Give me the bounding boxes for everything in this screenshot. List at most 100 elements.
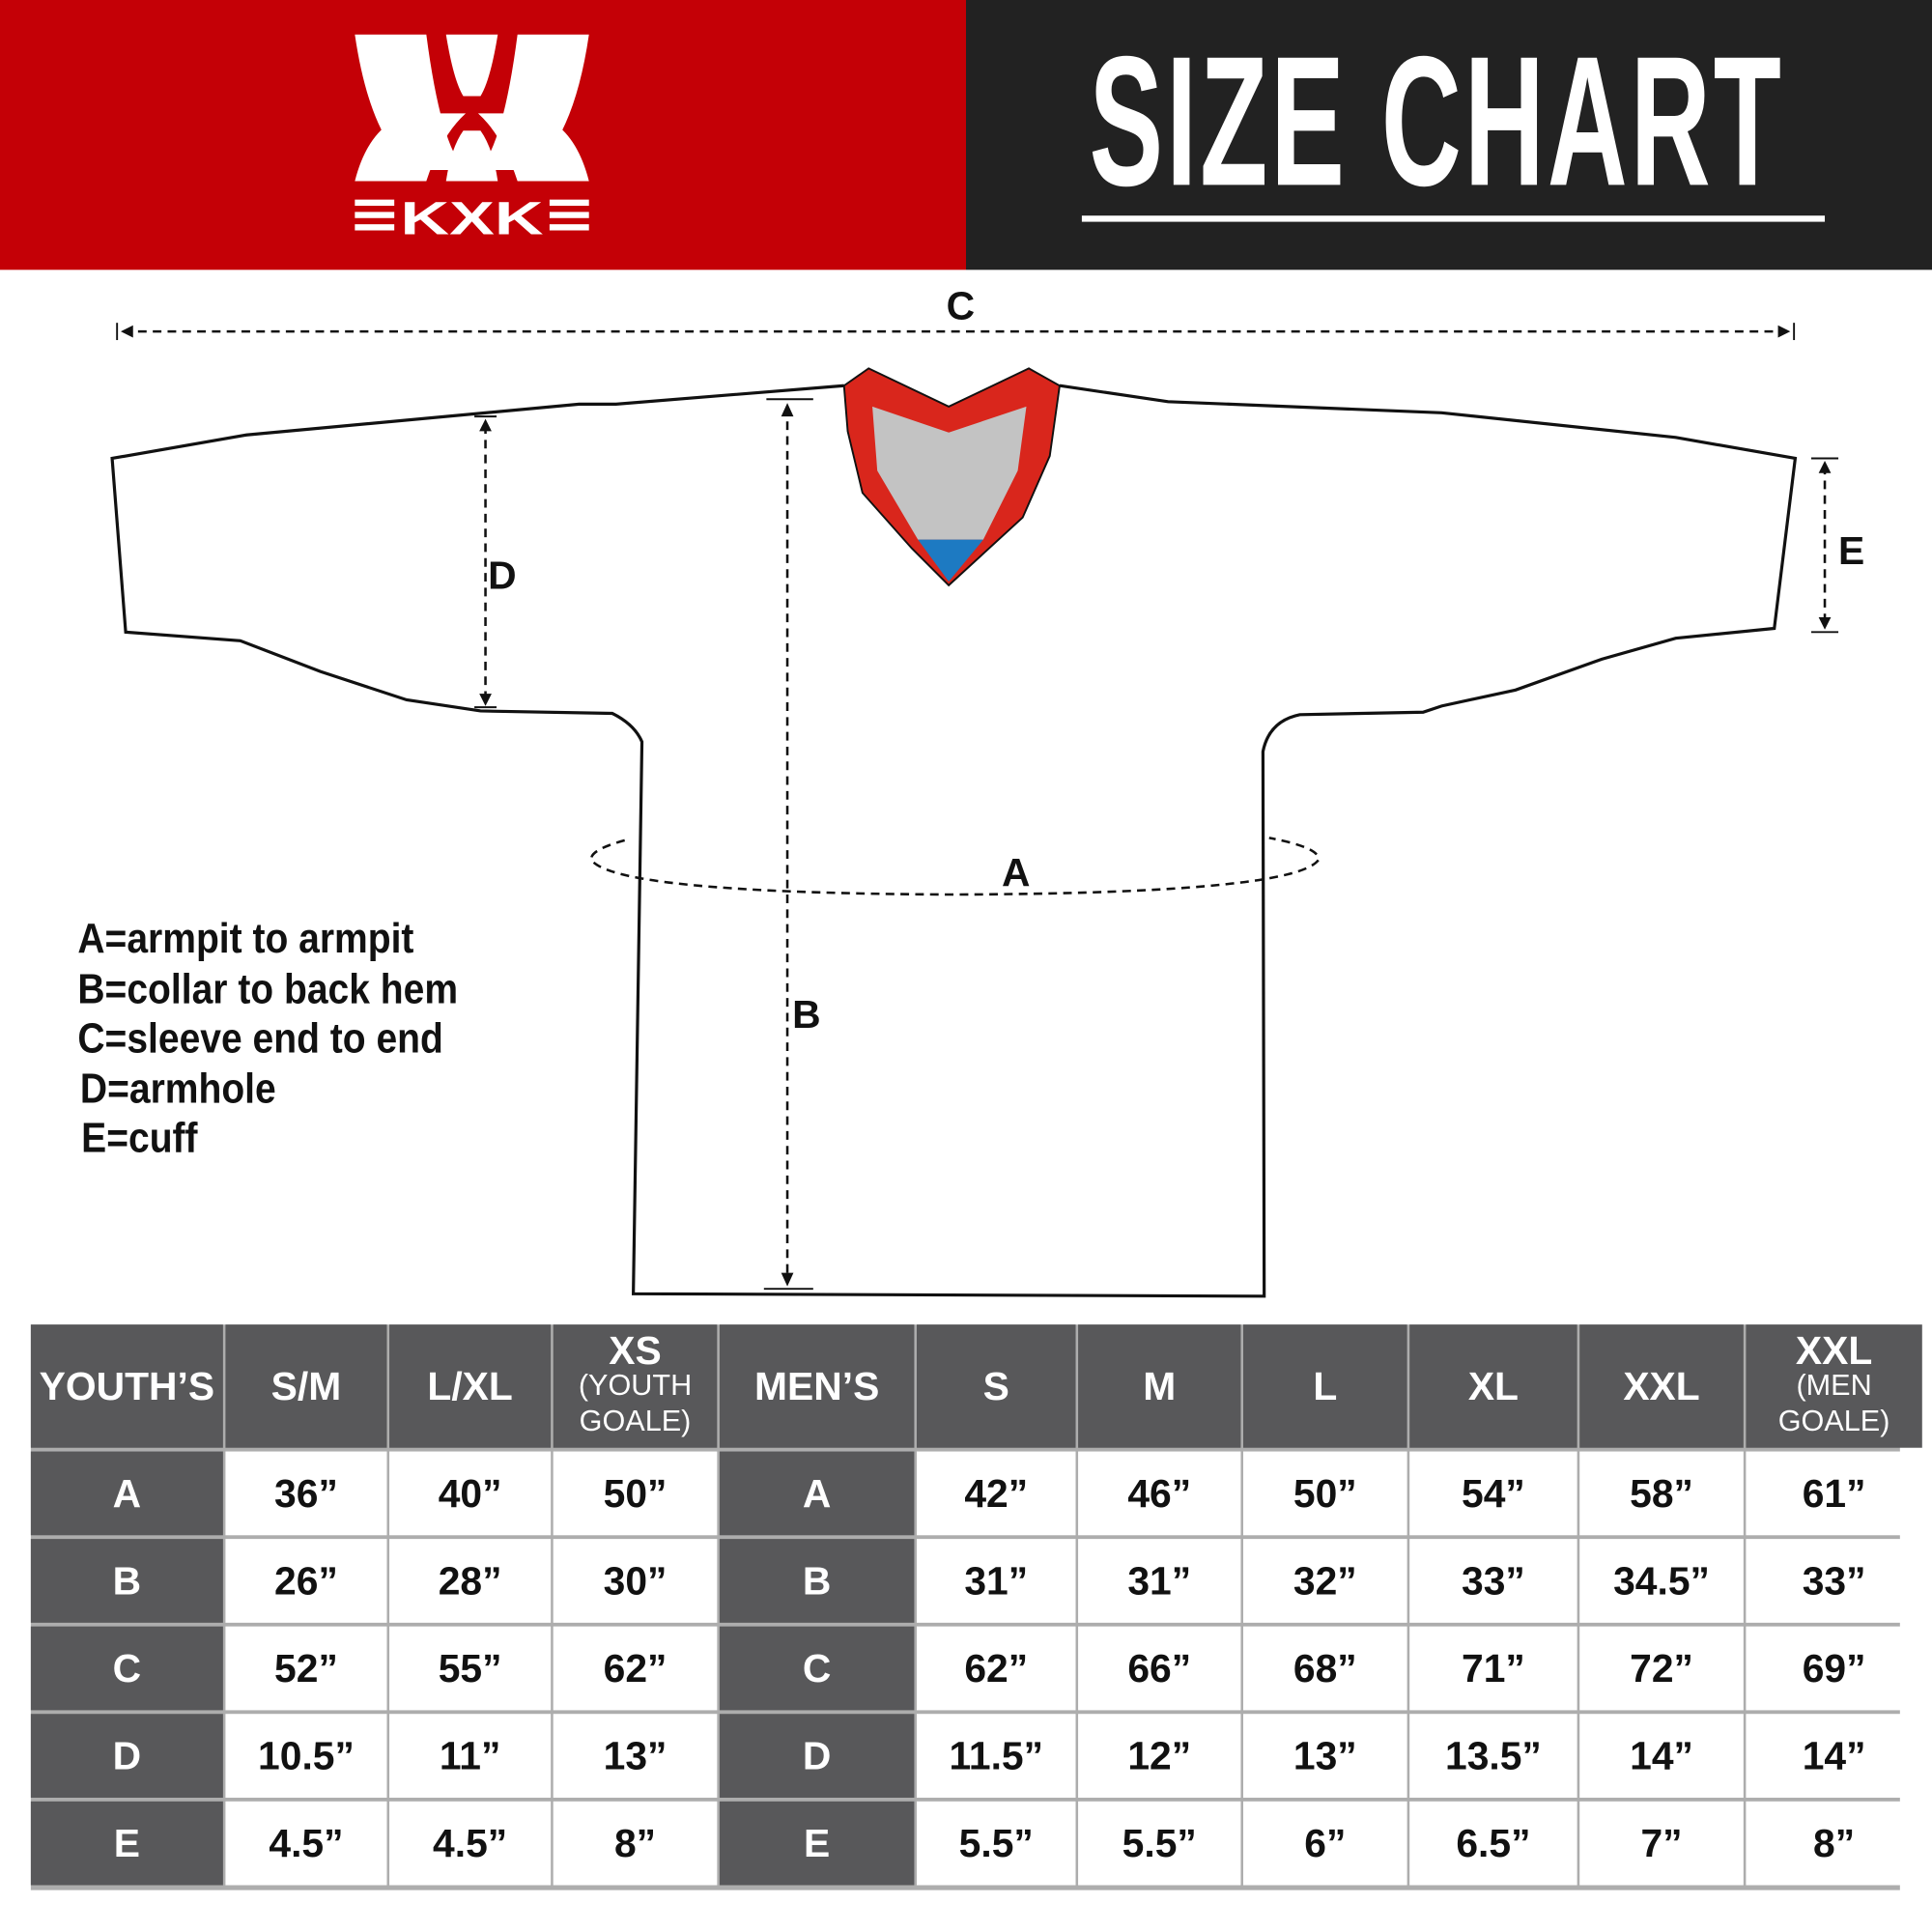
column-header-label: L <box>1313 1363 1338 1408</box>
column-header: XS (YOUTH GOALE) <box>553 1324 718 1448</box>
table-cell: 72” <box>1579 1626 1744 1711</box>
table-cell: 55” <box>389 1626 552 1711</box>
page-title: SIZE CHART <box>1089 16 1784 225</box>
column-header-sublabel: (MEN GOALE) <box>1777 1369 1890 1438</box>
table-cell: 4.5” <box>225 1801 387 1886</box>
row-label: E <box>30 1801 223 1886</box>
table-cell: 11” <box>389 1714 552 1798</box>
row-label: B <box>719 1539 915 1623</box>
column-header: M <box>1078 1324 1241 1448</box>
column-header: XL <box>1409 1324 1577 1448</box>
column-header: L <box>1242 1324 1407 1448</box>
table-cell: 13” <box>1242 1714 1407 1798</box>
legend-item: B=collar to back hem <box>77 965 459 1012</box>
title-banner <box>965 0 1932 270</box>
table-cell: 31” <box>916 1539 1076 1623</box>
column-header-label: XXL <box>1623 1363 1700 1408</box>
collar-insert <box>918 539 983 582</box>
row-label: D <box>30 1714 223 1798</box>
table-cell: 61” <box>1746 1451 1922 1536</box>
logo-wordmark: KXK <box>401 192 544 244</box>
legend-item: E=cuff <box>81 1115 198 1162</box>
jersey-outline <box>110 384 1798 1298</box>
table-cell: 50” <box>553 1451 718 1536</box>
column-header: S <box>916 1324 1076 1448</box>
table-cell: 71” <box>1409 1626 1577 1711</box>
row-label: B <box>30 1539 223 1623</box>
collar-inner <box>872 406 1027 540</box>
column-header-label: MEN’S <box>754 1363 880 1408</box>
table-cell: 54” <box>1409 1451 1577 1536</box>
kxk-logo <box>355 34 589 231</box>
column-header-label: YOUTH’S <box>39 1363 215 1408</box>
column-header: MEN’S <box>719 1324 915 1448</box>
table-cell: 6” <box>1242 1801 1407 1886</box>
table-cell: 62” <box>916 1626 1076 1711</box>
table-cell: 36” <box>225 1451 387 1536</box>
table-cell: 32” <box>1242 1539 1407 1623</box>
size-table: YOUTH’S S/M L/XL XS (YOUTH GOALE) MEN’S S M L XL X… <box>30 1324 1922 1890</box>
column-header: XXL <box>1579 1324 1744 1448</box>
row-label: A <box>719 1451 915 1536</box>
table-cell: 40” <box>389 1451 552 1536</box>
column-header-label: M <box>1143 1363 1177 1408</box>
title-underline <box>1081 215 1826 222</box>
table-cell: 42” <box>916 1451 1076 1536</box>
measurement-legend: A=armpit to armpit B=collar to back hem … <box>77 914 499 1163</box>
table-cell: 31” <box>1078 1539 1241 1623</box>
table-cell: 50” <box>1242 1451 1407 1536</box>
table-cell: 58” <box>1579 1451 1744 1536</box>
label-d: D <box>488 553 517 598</box>
column-header-sublabel: (YOUTH GOALE) <box>578 1369 693 1438</box>
column-header-label: S <box>982 1363 1009 1408</box>
table-cell: 4.5” <box>389 1801 552 1886</box>
table-cell: 62” <box>553 1626 718 1711</box>
table-cell: 12” <box>1078 1714 1241 1798</box>
table-cell: 14” <box>1746 1714 1922 1798</box>
column-header-label: S/M <box>270 1363 342 1408</box>
dimension-arrowheads <box>120 325 1832 1287</box>
label-b: B <box>792 991 821 1037</box>
row-label: D <box>719 1714 915 1798</box>
row-label: A <box>30 1451 223 1536</box>
table-cell: 30” <box>553 1539 718 1623</box>
column-header-label: XXL <box>1795 1327 1873 1373</box>
column-header-label: XL <box>1467 1363 1519 1408</box>
legend-item: A=armpit to armpit <box>77 915 414 963</box>
table-cell: 28” <box>389 1539 552 1623</box>
row-label: E <box>719 1801 915 1886</box>
table-cell: 8” <box>553 1801 718 1886</box>
table-cell: 10.5” <box>225 1714 387 1798</box>
legend-item: C=sleeve end to end <box>77 1015 443 1063</box>
label-c: C <box>946 283 976 328</box>
table-cell: 14” <box>1579 1714 1744 1798</box>
table-cell: 6.5” <box>1409 1801 1577 1886</box>
table-cell: 13.5” <box>1409 1714 1577 1798</box>
table-cell: 11.5” <box>916 1714 1076 1798</box>
row-label: C <box>30 1626 223 1711</box>
table-cell: 69” <box>1746 1626 1922 1711</box>
row-label: C <box>719 1626 915 1711</box>
dimension-lines <box>123 329 1827 1282</box>
table-cell: 5.5” <box>1078 1801 1241 1886</box>
column-header: YOUTH’S <box>30 1324 223 1448</box>
table-cell: 66” <box>1078 1626 1241 1711</box>
column-header: L/XL <box>389 1324 552 1448</box>
column-header-label: L/XL <box>427 1363 513 1408</box>
table-cell: 52” <box>225 1626 387 1711</box>
column-header: S/M <box>225 1324 387 1448</box>
table-cell: 33” <box>1746 1539 1922 1623</box>
column-header-label: XS <box>609 1327 662 1373</box>
table-cell: 7” <box>1579 1801 1744 1886</box>
table-cell: 26” <box>225 1539 387 1623</box>
dimension-ticks <box>116 323 1839 1291</box>
table-cell: 34.5” <box>1579 1539 1744 1623</box>
table-cell: 46” <box>1078 1451 1241 1536</box>
table-cell: 33” <box>1409 1539 1577 1623</box>
label-e: E <box>1838 528 1865 574</box>
column-header: XXL (MEN GOALE) <box>1746 1324 1922 1448</box>
table-cell: 8” <box>1746 1801 1922 1886</box>
table-cell: 5.5” <box>916 1801 1076 1886</box>
